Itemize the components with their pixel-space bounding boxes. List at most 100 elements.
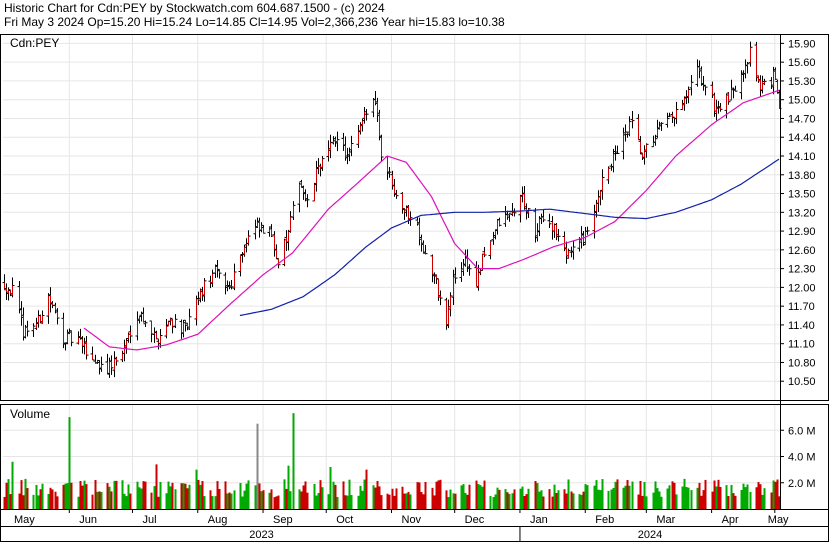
volume-bar bbox=[690, 490, 693, 509]
volume-bar bbox=[327, 494, 330, 509]
volume-bar bbox=[595, 480, 598, 509]
volume-bar bbox=[776, 479, 779, 509]
volume-bar bbox=[637, 494, 640, 509]
volume-bar bbox=[329, 467, 332, 509]
volume-bar bbox=[744, 487, 747, 509]
volume-bar bbox=[713, 480, 716, 509]
volume-bar bbox=[685, 486, 688, 509]
chart-header-line1: Historic Chart for Cdn:PEY by Stockwatch… bbox=[4, 1, 385, 15]
volume-bar bbox=[593, 485, 596, 509]
volume-bar bbox=[37, 495, 40, 509]
volume-bar bbox=[763, 488, 766, 509]
volume-bar bbox=[483, 480, 486, 509]
volume-bar bbox=[9, 494, 12, 509]
volume-bar bbox=[725, 485, 728, 509]
volume-bar bbox=[542, 496, 545, 509]
volume-bar bbox=[489, 496, 492, 509]
volume-bar bbox=[418, 482, 421, 509]
volume-bar bbox=[466, 494, 469, 509]
volume-bar bbox=[675, 494, 678, 509]
month-label: Oct bbox=[336, 514, 353, 526]
volume-bar bbox=[195, 469, 198, 509]
volume-bar bbox=[138, 487, 141, 509]
volume-bar bbox=[601, 479, 604, 509]
volume-bar bbox=[359, 485, 362, 509]
volume-bar bbox=[374, 487, 377, 509]
volume-bar bbox=[666, 488, 669, 509]
volume-bar bbox=[5, 482, 8, 509]
volume-bar bbox=[742, 483, 745, 509]
volume-bar bbox=[201, 481, 204, 509]
volume-bar bbox=[433, 495, 436, 509]
volume-bar bbox=[422, 494, 425, 509]
volume-bar bbox=[616, 479, 619, 509]
volume-bar bbox=[344, 495, 347, 509]
month-label: Jan bbox=[530, 514, 548, 526]
volume-bar bbox=[628, 485, 631, 509]
month-label: Aug bbox=[208, 514, 228, 526]
volume-bar bbox=[740, 490, 743, 509]
volume-bar bbox=[211, 496, 214, 509]
volume-bar bbox=[770, 492, 773, 509]
month-label: Nov bbox=[402, 514, 422, 526]
volume-bar bbox=[54, 491, 57, 509]
volume-label: Volume bbox=[10, 407, 50, 421]
volume-bar bbox=[228, 492, 231, 509]
volume-bar bbox=[401, 486, 404, 509]
volume-bar bbox=[113, 480, 116, 509]
volume-bar bbox=[22, 495, 25, 509]
volume-bar bbox=[260, 491, 263, 509]
moving-average-long-line bbox=[239, 158, 780, 317]
volume-bar bbox=[273, 497, 276, 509]
volume-bar bbox=[348, 479, 351, 509]
price-tick-label: 13.20 bbox=[788, 207, 816, 219]
volume-bar bbox=[435, 481, 438, 509]
volume-bar bbox=[534, 481, 537, 509]
volume-bar bbox=[652, 492, 655, 509]
volume-bar bbox=[20, 480, 23, 509]
volume-bar bbox=[254, 485, 257, 509]
volume-bar bbox=[70, 482, 73, 509]
volume-bar bbox=[538, 491, 541, 509]
volume-bar bbox=[94, 479, 97, 509]
volume-bar bbox=[582, 491, 585, 509]
price-tick-label: 11.40 bbox=[788, 320, 815, 332]
volume-bar bbox=[39, 489, 42, 509]
price-tick-label: 10.50 bbox=[788, 376, 816, 388]
chart-header-line2: Fri May 3 2024 Op=15.20 Hi=15.24 Lo=14.8… bbox=[4, 15, 505, 29]
volume-bar bbox=[732, 493, 735, 509]
volume-bar bbox=[319, 480, 322, 509]
year-label: 2023 bbox=[249, 529, 273, 541]
volume-bar bbox=[673, 482, 676, 509]
volume-bar bbox=[513, 489, 516, 509]
volume-bar bbox=[454, 493, 457, 509]
volume-bar bbox=[317, 493, 320, 509]
volume-bar bbox=[479, 485, 482, 509]
volume-bar bbox=[527, 488, 530, 509]
volume-bar bbox=[224, 481, 227, 509]
volume-bar bbox=[184, 483, 187, 509]
volume-bar bbox=[519, 488, 522, 509]
volume-bar bbox=[639, 480, 642, 509]
price-tick-label: 14.70 bbox=[788, 113, 816, 125]
volume-bar bbox=[734, 495, 737, 509]
volume-bar bbox=[115, 480, 118, 509]
volume-bar bbox=[41, 483, 44, 509]
volume-bar bbox=[300, 491, 303, 509]
price-tick-label: 12.30 bbox=[788, 264, 816, 276]
volume-bar bbox=[452, 493, 455, 509]
volume-bar bbox=[612, 487, 615, 509]
volume-bar bbox=[98, 491, 101, 509]
volume-bar bbox=[188, 484, 191, 509]
volume-bar bbox=[365, 469, 368, 509]
volume-bar bbox=[570, 491, 573, 509]
price-panel-frame bbox=[0, 34, 829, 401]
volume-bar bbox=[56, 496, 59, 509]
volume-bar bbox=[315, 495, 318, 509]
volume-bar bbox=[275, 496, 278, 509]
volume-bar bbox=[687, 487, 690, 509]
axis-ticks: 15.90 15.60 15.30 15.00 14.70 14.40 14.10 13.80… bbox=[14, 38, 816, 541]
volume-bar bbox=[186, 488, 189, 509]
volume-tick-label: 4.0 M bbox=[788, 452, 816, 464]
